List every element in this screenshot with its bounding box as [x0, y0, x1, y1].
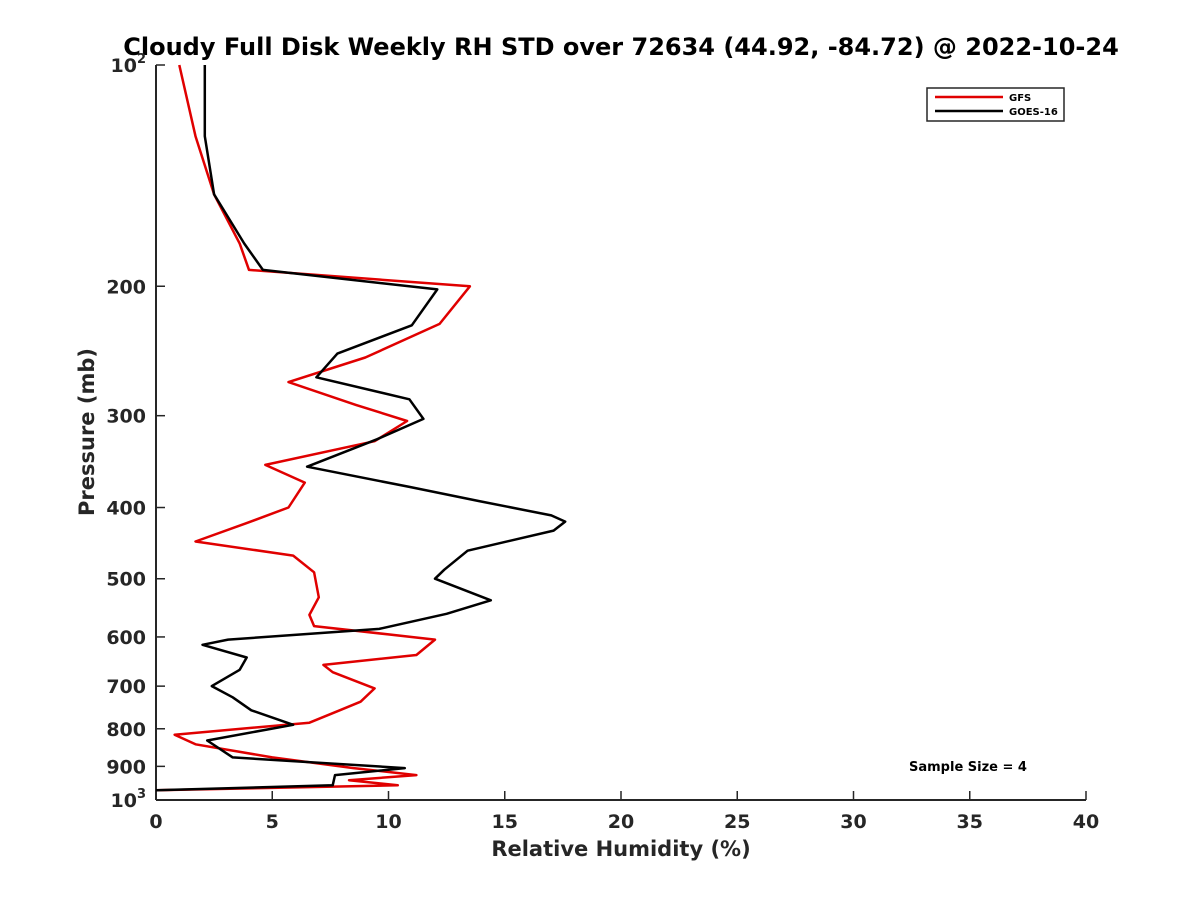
x-tick-label: 40 [1073, 811, 1099, 833]
y-tick-label-base: 900 [106, 756, 146, 778]
y-tick-label-base: 700 [106, 676, 146, 698]
y-tick-label: 600 [106, 627, 146, 649]
y-tick-label-base: 10 [111, 790, 137, 812]
y-tick-label: 900 [106, 756, 146, 778]
y-tick-label: 700 [106, 676, 146, 698]
y-tick-label: 102 [111, 52, 147, 77]
series-line-gfs [155, 64, 472, 792]
y-tick-label: 103 [111, 787, 147, 812]
x-axis-label: Relative Humidity (%) [491, 837, 750, 861]
y-tick-label: 400 [106, 498, 146, 520]
y-tick-label-base: 10 [111, 55, 137, 77]
y-tick-label-base: 800 [106, 719, 146, 741]
x-tick-label: 20 [608, 811, 634, 833]
x-tick-label: 0 [149, 811, 162, 833]
y-tick-label: 300 [106, 406, 146, 428]
x-axis-ticks: 0 5 10 15 20 25 30 35 40 [149, 791, 1099, 833]
y-tick-label: 500 [106, 569, 146, 591]
x-tick-label: 5 [266, 811, 279, 833]
y-tick-label-exponent: 2 [137, 52, 146, 67]
x-tick-label: 35 [957, 811, 983, 833]
legend-label-gfs: GFS [1009, 93, 1031, 104]
series-line-goes16 [155, 65, 567, 792]
y-tick-label-base: 500 [106, 569, 146, 591]
series-lines [155, 64, 567, 792]
y-tick-label-base: 400 [106, 498, 146, 520]
chart-title: Cloudy Full Disk Weekly RH STD over 7263… [123, 33, 1119, 61]
y-axis-label: Pressure (mb) [75, 348, 99, 516]
y-tick-label-base: 200 [106, 276, 146, 298]
x-tick-label: 25 [724, 811, 750, 833]
legend-label-goes16: GOES-16 [1009, 107, 1058, 118]
y-tick-label-base: 300 [106, 406, 146, 428]
x-tick-label: 30 [840, 811, 866, 833]
y-tick-label: 800 [106, 719, 146, 741]
legend-box [926, 87, 1065, 122]
x-tick-label: 15 [492, 811, 518, 833]
sample-size-annotation: Sample Size = 4 [909, 760, 1027, 775]
y-tick-label: 200 [106, 276, 146, 298]
legend: GFS GOES-16 [926, 87, 1065, 122]
y-tick-label-base: 600 [106, 627, 146, 649]
x-tick-label: 10 [375, 811, 401, 833]
y-tick-label-exponent: 3 [137, 787, 146, 802]
